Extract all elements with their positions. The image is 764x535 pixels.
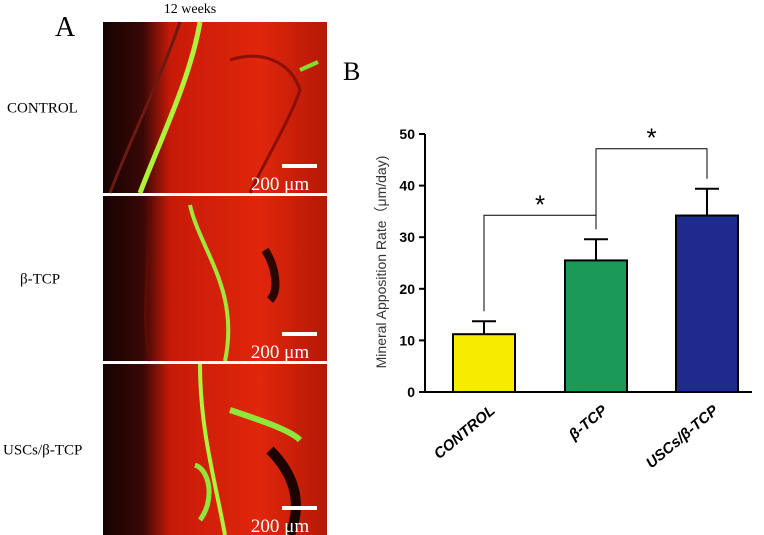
error-bar	[472, 320, 496, 335]
x-tick-label: β-TCP	[565, 401, 611, 444]
bar	[564, 259, 628, 394]
significance-label: *	[535, 189, 545, 219]
micrograph	[103, 21, 327, 535]
scale-bar-label: 200 μm	[251, 174, 309, 195]
scale-bar-label: 200 μm	[251, 516, 309, 535]
significance-bracket	[595, 148, 708, 230]
row-label: CONTROL	[7, 101, 78, 117]
x-tick-label: USCs/β-TCP	[643, 401, 722, 472]
y-tick-label: 0	[407, 384, 415, 400]
error-bar	[695, 187, 719, 216]
row-label: USCs/β-TCP	[3, 443, 82, 459]
bar	[452, 333, 516, 394]
y-tick-label: 10	[399, 332, 415, 348]
bar	[675, 214, 739, 393]
y-tick-label: 50	[399, 126, 415, 142]
row-group: CONTROL 200 μm β-TCP 200 μm USCs/β-TCP 200 μm	[3, 101, 317, 535]
y-tick-label: 20	[399, 281, 415, 297]
panel-label: B	[343, 57, 360, 86]
panel-a: A 12 weeks CONTROL 200 μm β-TCP 200 μm USCs/…	[3, 2, 327, 535]
x-tick-label: CONTROL	[431, 402, 499, 463]
significance-label: *	[646, 123, 656, 153]
y-axis-label: Mineral Apposition Rate（μm/day)	[373, 156, 389, 369]
row-label: β-TCP	[20, 272, 60, 288]
panel-title: 12 weeks	[164, 2, 217, 17]
error-bar	[584, 238, 608, 261]
scale-bar-label: 200 μm	[251, 342, 309, 363]
y-tick-label: 30	[399, 229, 415, 245]
panel-label: A	[55, 12, 76, 43]
panel-b: B Mineral Apposition Rate（μm/day) 0 10 20 3…	[343, 57, 752, 472]
y-tick-label: 40	[399, 178, 415, 194]
